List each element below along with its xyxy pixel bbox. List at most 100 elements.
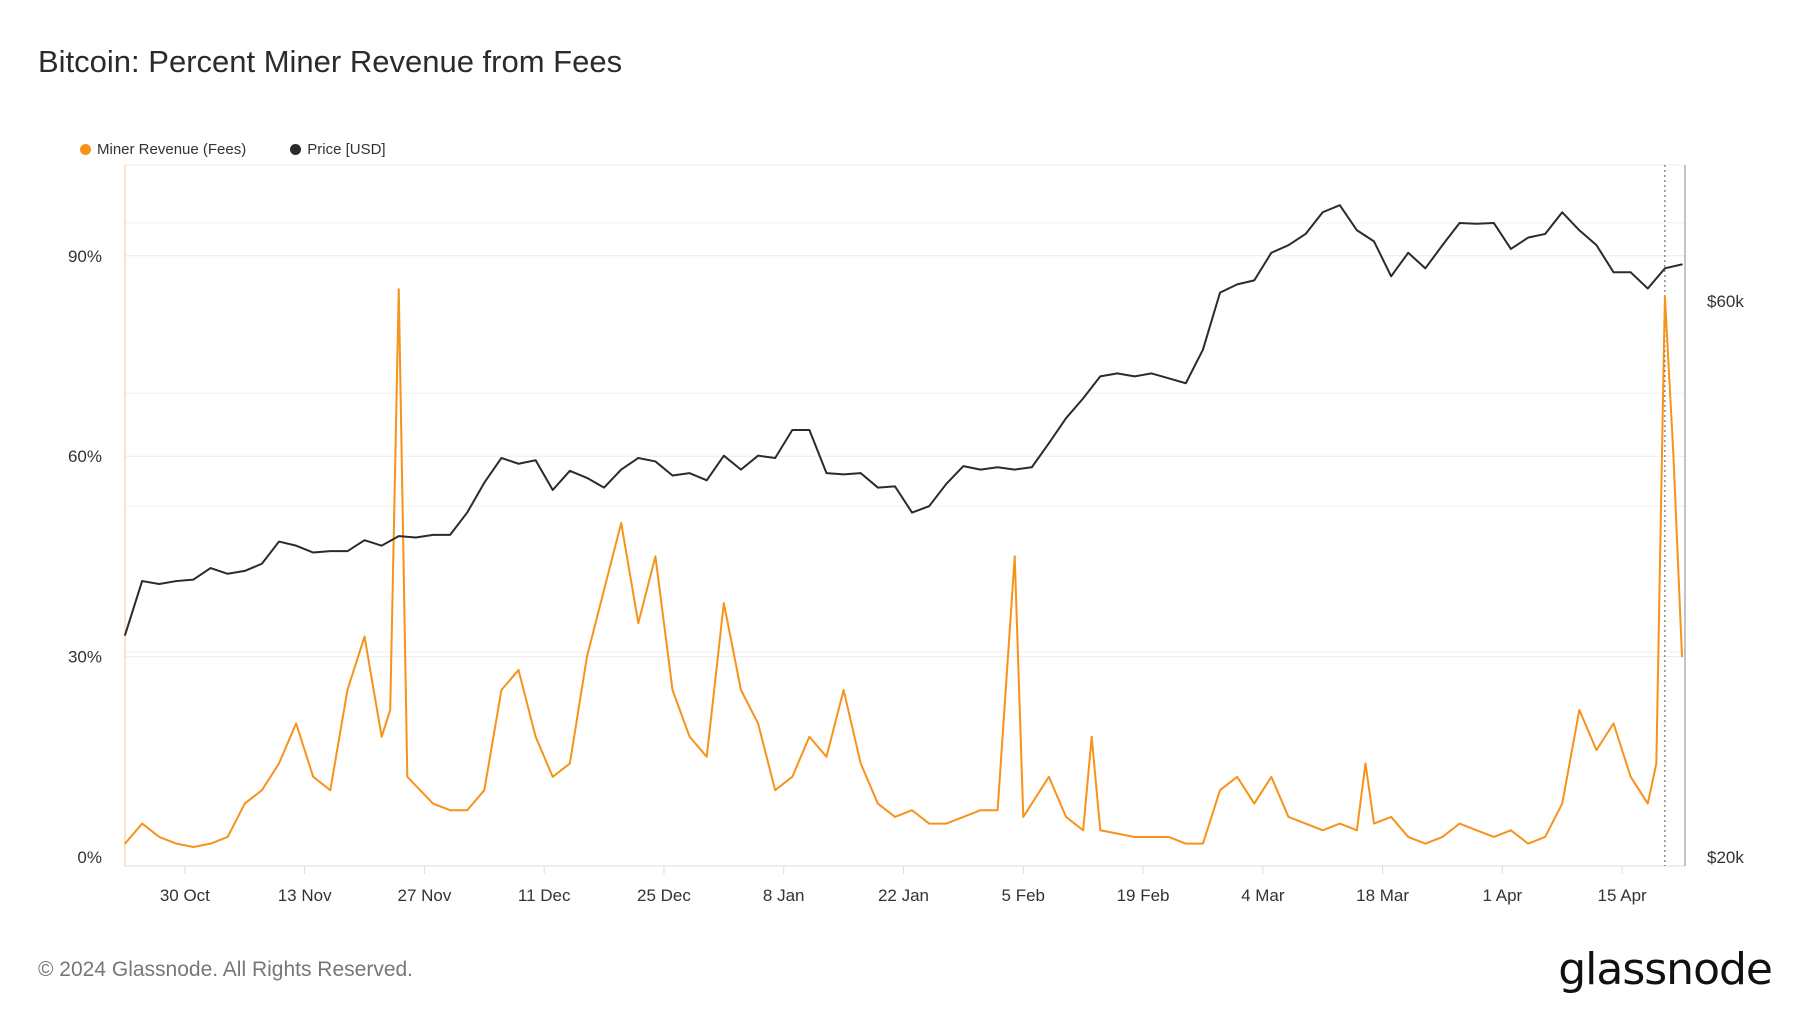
price-point (1629, 271, 1632, 274)
legend-item-price[interactable]: Price [USD] (290, 141, 386, 158)
fees-point (312, 776, 315, 778)
price-point (1013, 468, 1016, 471)
x-tick-label: 5 Feb (1002, 886, 1045, 905)
fees-point (1287, 816, 1290, 818)
fees-point (1629, 776, 1632, 778)
fees-point (500, 689, 503, 691)
fees-point (363, 635, 366, 638)
price-point (534, 459, 537, 462)
fees-point (1339, 822, 1341, 825)
price-point (1424, 267, 1427, 270)
price-point (842, 473, 845, 476)
chart-title: Bitcoin: Percent Miner Revenue from Fees (38, 44, 623, 79)
x-tick-label: 13 Nov (278, 886, 332, 905)
price-point (1356, 229, 1358, 232)
price-point (1270, 251, 1273, 254)
fees-point (928, 822, 930, 825)
fees-point (466, 809, 468, 812)
fees-point (1544, 836, 1546, 838)
price-point (226, 572, 229, 575)
y-tick-label: 90% (68, 247, 102, 266)
fees-point (226, 836, 229, 838)
fees-point (1236, 776, 1238, 778)
legend-item-fees[interactable]: Miner Revenue (Fees) (80, 141, 246, 158)
fees-point (1219, 789, 1221, 791)
price-point (723, 454, 725, 457)
price-point (483, 481, 486, 484)
fees-point (723, 602, 725, 604)
price-point (979, 468, 982, 471)
fees-point (1441, 836, 1444, 838)
price-point (654, 460, 657, 463)
fees-point (1578, 709, 1581, 711)
price-point (1664, 267, 1666, 270)
x-tick-label: 4 Mar (1241, 886, 1285, 905)
fees-point (517, 669, 520, 671)
price-point (500, 457, 503, 459)
price-point (569, 469, 571, 472)
price-point (1492, 222, 1495, 224)
x-tick-label: 30 Oct (160, 886, 210, 905)
price-point (551, 489, 554, 491)
x-tick-label: 8 Jan (763, 886, 805, 905)
price-point (1133, 375, 1136, 378)
price-point (380, 544, 383, 547)
fees-point (1065, 816, 1067, 818)
price-point (1681, 263, 1683, 266)
fees-point (894, 816, 896, 818)
price-point (1031, 466, 1033, 469)
price-point (774, 457, 776, 459)
price-point (175, 580, 178, 582)
price-point (740, 468, 742, 471)
price-point (209, 567, 212, 569)
price-point (1646, 287, 1649, 290)
y2-tick-label: $20k (1707, 848, 1744, 867)
price-point (432, 534, 434, 536)
price-point (945, 483, 948, 485)
x-tick-label: 11 Dec (518, 886, 571, 905)
price-point (808, 429, 811, 431)
fees-point (1013, 555, 1016, 558)
fees-point (209, 842, 212, 845)
price-point (243, 570, 246, 572)
fees-point (1373, 822, 1375, 825)
price-point (1150, 372, 1153, 375)
fees-point (586, 655, 588, 658)
fees-point (1321, 829, 1324, 832)
fees-point (1202, 842, 1204, 845)
fees-point (842, 689, 845, 691)
fees-point (911, 809, 913, 812)
fees-point (432, 802, 434, 805)
fees-point (740, 689, 742, 691)
price-point (1321, 211, 1324, 214)
legend-label-price: Price [USD] (307, 141, 386, 158)
x-tick-label: 22 Jan (878, 886, 929, 905)
fees-point (158, 836, 161, 838)
fees-point (329, 789, 332, 791)
fees-point (1681, 655, 1683, 658)
fees-point (996, 809, 999, 812)
price-point (346, 550, 349, 552)
fees-point (380, 735, 383, 738)
fees-point (1082, 829, 1084, 832)
price-point (1578, 229, 1581, 232)
fees-point (1475, 829, 1478, 832)
price-point (1167, 377, 1170, 380)
x-tick-label: 27 Nov (397, 886, 451, 905)
y-tick-label: 0% (77, 848, 102, 867)
fees-point (705, 756, 708, 758)
price-point (1065, 417, 1067, 419)
price-point (1219, 291, 1221, 294)
price-point (397, 535, 400, 537)
x-tick-label: 25 Dec (637, 886, 691, 905)
fees-point (1390, 816, 1392, 818)
fees-point (295, 722, 297, 725)
fees-point (1167, 836, 1170, 838)
fees-point (534, 735, 537, 738)
price-point (1048, 442, 1050, 445)
fees-point (1090, 735, 1093, 738)
copyright: © 2024 Glassnode. All Rights Reserved. (38, 958, 414, 981)
price-point (996, 466, 999, 469)
price-point (1475, 222, 1478, 225)
fees-point (1527, 842, 1529, 845)
